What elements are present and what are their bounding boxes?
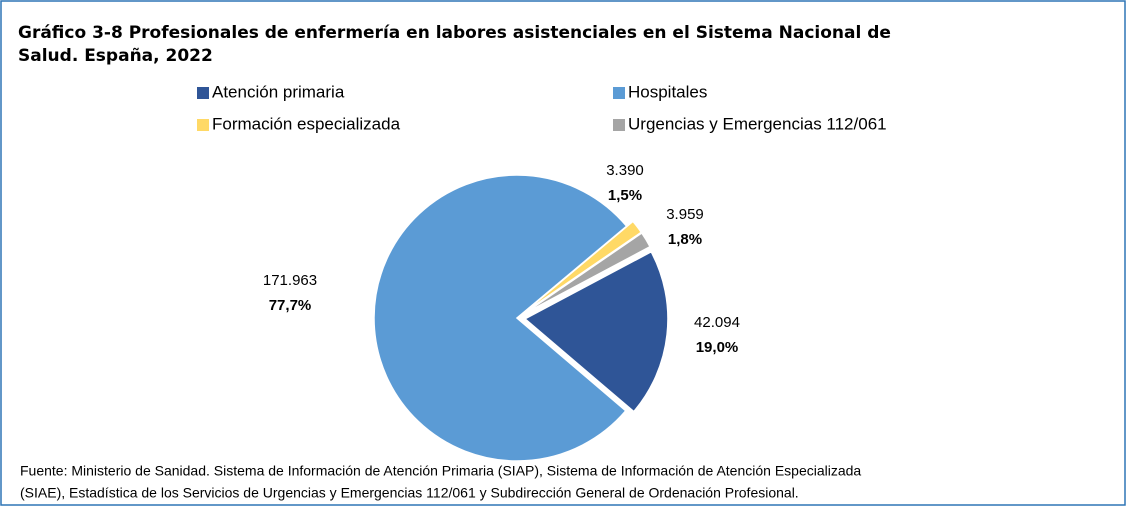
pie-slice [523, 231, 652, 315]
legend-swatch [197, 87, 209, 99]
value-label: 171.963 [263, 272, 317, 289]
chart-title: Gráfico 3-8 Profesionales de enfermería … [18, 23, 891, 43]
chart-title: Salud. España, 2022 [18, 46, 213, 66]
legend-label: Atención primaria [212, 82, 345, 101]
value-label: 3.959 [666, 206, 704, 223]
value-label: 3.390 [606, 162, 644, 179]
pie-slice [373, 174, 628, 462]
percentage-label: 19,0% [696, 339, 739, 356]
percentage-label: 1,5% [608, 187, 642, 204]
percentage-label: 1,8% [668, 231, 702, 248]
legend-swatch [197, 119, 209, 131]
pie-slice [522, 220, 643, 314]
legend-label: Urgencias y Emergencias 112/061 [628, 114, 887, 133]
legend-label: Hospitales [628, 82, 707, 101]
source: Fuente: Ministerio de Sanidad. Sistema d… [20, 463, 861, 479]
legend-swatch [613, 87, 625, 99]
source: (SIAE), Estadística de los Servicios de … [20, 485, 799, 501]
pie-slice [523, 250, 669, 413]
percentage-label: 77,7% [269, 297, 312, 314]
value-label: 42.094 [694, 314, 740, 331]
legend-swatch [613, 119, 625, 131]
legend-label: Formación especializada [212, 114, 401, 133]
